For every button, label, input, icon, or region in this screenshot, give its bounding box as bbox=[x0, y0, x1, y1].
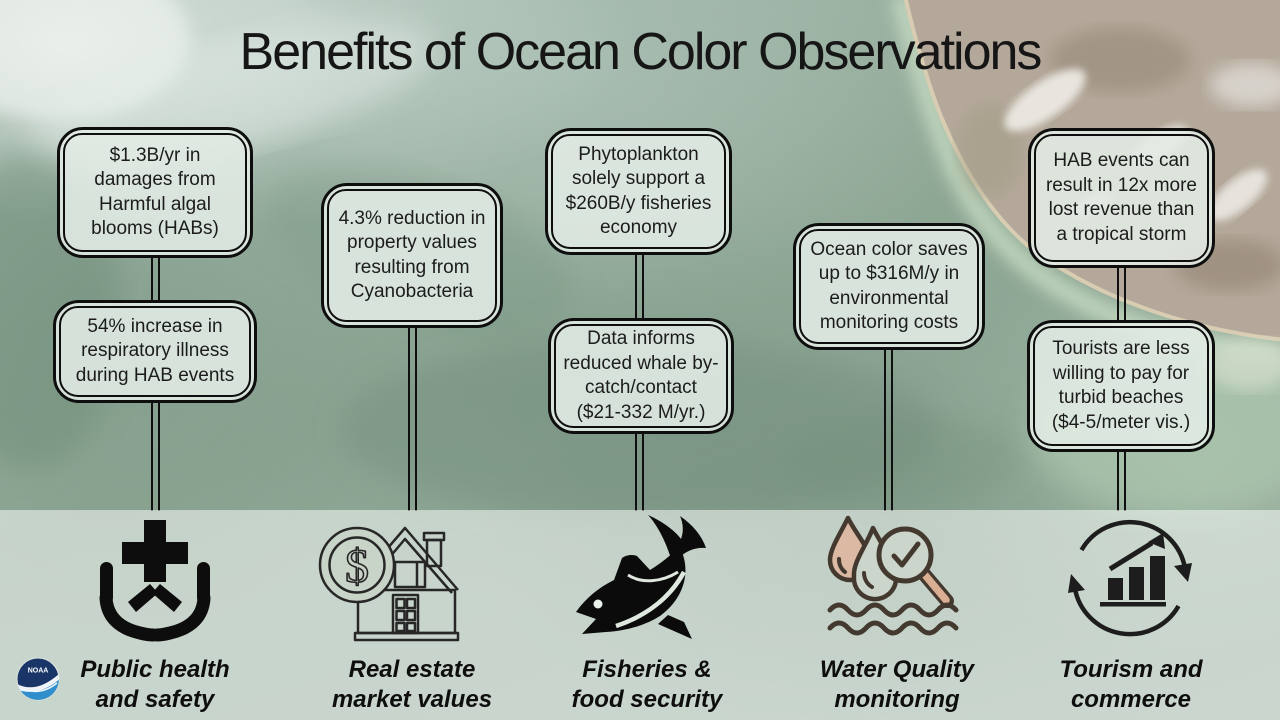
water-swirl bbox=[780, 415, 1020, 505]
connector-line bbox=[1117, 450, 1126, 511]
category-label: Fisheries & food security bbox=[571, 656, 723, 713]
connector-line bbox=[635, 253, 644, 320]
callout-text: Tourists are less willing to pay for tur… bbox=[1051, 338, 1191, 433]
bar bbox=[1150, 556, 1165, 600]
dollar-coin: $ bbox=[318, 526, 396, 604]
callout-box: HAB events can result in 12x more lost r… bbox=[1028, 128, 1215, 268]
category-label: Public health and safety bbox=[80, 656, 230, 713]
callout-box: 54% increase in respiratory illness duri… bbox=[53, 300, 257, 403]
fish-eye bbox=[593, 599, 603, 609]
callout-box: 4.3% reduction in property values result… bbox=[321, 183, 503, 328]
growth-chart-cycle-icon bbox=[1068, 519, 1192, 637]
connector-line bbox=[408, 326, 417, 511]
trend-arrow bbox=[1108, 540, 1154, 572]
callout-box: Phytoplankton solely support a $260B/y f… bbox=[545, 128, 732, 255]
callout-box: Data informs reduced whale by- catch/con… bbox=[548, 318, 734, 434]
category-label: Real estate market values bbox=[331, 656, 493, 713]
hands-medical-cross-icon bbox=[99, 520, 211, 642]
callout-box: Tourists are less willing to pay for tur… bbox=[1027, 320, 1215, 452]
checkmark bbox=[891, 541, 921, 568]
bar bbox=[1108, 578, 1123, 600]
noaa-logo: NOAA bbox=[16, 657, 60, 701]
right-hand bbox=[150, 562, 211, 642]
water-drops-magnifier-icon bbox=[827, 515, 959, 636]
page-title: Benefits of Ocean Color Observations bbox=[239, 23, 1043, 81]
wave-line bbox=[827, 620, 959, 636]
left-hand bbox=[99, 562, 160, 642]
bar bbox=[1129, 567, 1144, 600]
callout-box: Ocean color saves up to $316M/y in envir… bbox=[793, 223, 985, 350]
cycle-arrows bbox=[1072, 519, 1188, 637]
noaa-logo-text: NOAA bbox=[28, 668, 49, 675]
fish-body bbox=[576, 515, 706, 639]
magnifier bbox=[876, 526, 954, 608]
wave-line bbox=[827, 602, 959, 618]
callout-text: Data informs reduced whale by- catch/con… bbox=[563, 328, 719, 423]
medical-cross bbox=[122, 520, 188, 582]
connector-line bbox=[884, 348, 893, 511]
connector-line bbox=[1117, 266, 1126, 322]
callout-text: Ocean color saves up to $316M/y in envir… bbox=[810, 238, 968, 334]
callout-text: 4.3% reduction in property values result… bbox=[338, 207, 486, 303]
house-dollar-coin-icon: $ bbox=[318, 526, 460, 642]
callout-text: HAB events can result in 12x more lost r… bbox=[1045, 150, 1197, 245]
connector-line bbox=[151, 401, 160, 511]
category-label: Water Quality monitoring bbox=[819, 656, 975, 713]
trend-arrowhead bbox=[1148, 533, 1165, 549]
category-label: Tourism and commerce bbox=[1059, 656, 1203, 713]
fish-icon bbox=[576, 515, 706, 639]
connector-line bbox=[151, 256, 160, 302]
callout-text: $1.3B/yr in damages from Harmful algal b… bbox=[91, 144, 219, 240]
dollar-symbol: $ bbox=[345, 540, 369, 593]
callout-text: 54% increase in respiratory illness duri… bbox=[75, 315, 235, 386]
callout-box: $1.3B/yr in damages from Harmful algal b… bbox=[57, 127, 253, 258]
noaa-seagull bbox=[17, 672, 59, 692]
callout-text: Phytoplankton solely support a $260B/y f… bbox=[565, 143, 712, 239]
connector-line bbox=[635, 432, 644, 511]
